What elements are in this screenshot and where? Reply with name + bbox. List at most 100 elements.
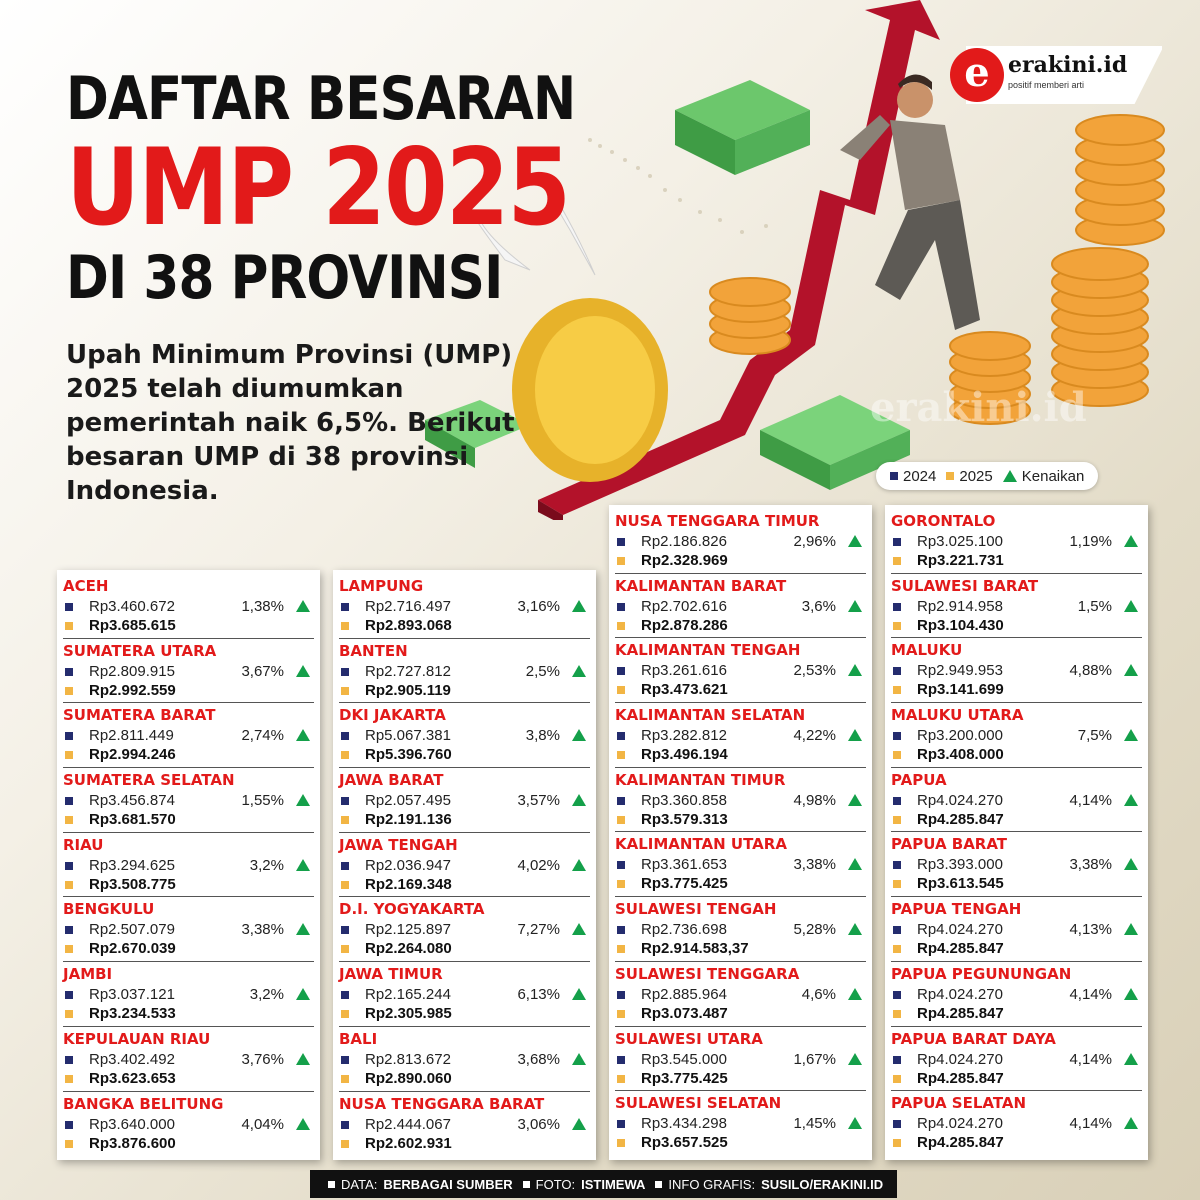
up-triangle-icon — [1124, 664, 1138, 677]
province-name: KALIMANTAN UTARA — [615, 835, 787, 854]
province-name: SULAWESI TENGGARA — [615, 964, 800, 983]
province-name: RIAU — [63, 835, 104, 854]
ump-2024-row: Rp2.036.947 4,02% — [339, 857, 590, 876]
province-entry: JAWA TENGAH Rp2.036.947 4,02% Rp2.169.34… — [339, 833, 590, 898]
gold-square-icon — [617, 1139, 625, 1148]
increase-percent: 3,06% — [517, 1115, 560, 1133]
increase-percent: 1,55% — [241, 792, 284, 810]
province-name: SUMATERA SELATAN — [63, 771, 235, 790]
ump-2025-value: Rp4.285.847 — [917, 1134, 1004, 1152]
province-name: SULAWESI UTARA — [615, 1029, 763, 1048]
gold-square-icon — [893, 815, 901, 824]
legend-label-2025: 2025 — [959, 467, 993, 485]
gold-square-icon — [341, 686, 349, 695]
gold-square-icon — [893, 1074, 901, 1083]
up-triangle-icon — [848, 599, 862, 612]
legend-label-increase: Kenaikan — [1021, 467, 1085, 485]
province-entry: LAMPUNG Rp2.716.497 3,16% Rp2.893.068 — [339, 574, 590, 639]
ump-2025-row: Rp4.285.847 — [891, 1070, 1142, 1089]
province-entry: JAMBI Rp3.037.121 3,2% Rp3.234.533 — [63, 962, 314, 1027]
ump-2025-row: Rp3.775.425 — [615, 1070, 866, 1089]
navy-square-icon — [341, 991, 349, 1000]
up-triangle-icon — [296, 664, 310, 677]
province-entry: PAPUA TENGAH Rp4.024.270 4,13% Rp4.285.8… — [891, 897, 1142, 962]
ump-2025-row: Rp5.396.760 — [339, 746, 590, 765]
ump-2024-value: Rp2.727.812 — [365, 662, 451, 680]
gold-square-icon — [617, 686, 625, 695]
ump-2024-value: Rp3.456.874 — [89, 792, 175, 810]
ump-2025-value: Rp3.579.313 — [641, 810, 728, 828]
ump-2024-row: Rp3.456.874 1,55% — [63, 792, 314, 811]
ump-2025-value: Rp4.285.847 — [917, 940, 1004, 958]
ump-2025-value: Rp2.191.136 — [365, 811, 452, 829]
logo-tagline: positif memberi arti — [1008, 80, 1085, 90]
ump-2024-value: Rp2.809.915 — [89, 662, 175, 680]
ump-2024-row: Rp2.809.915 3,67% — [63, 663, 314, 682]
province-name: NUSA TENGGARA TIMUR — [615, 512, 820, 530]
ump-2024-row: Rp3.640.000 4,04% — [63, 1116, 314, 1135]
up-triangle-icon — [296, 729, 310, 742]
province-name: PAPUA — [891, 770, 947, 789]
ump-2025-value: Rp3.234.533 — [89, 1005, 176, 1023]
up-triangle-icon — [1124, 1117, 1138, 1130]
up-triangle-icon — [1124, 793, 1138, 806]
ump-2024-value: Rp4.024.270 — [917, 1050, 1003, 1068]
ump-2024-row: Rp4.024.270 4,14% — [891, 1051, 1142, 1070]
up-triangle-icon — [848, 664, 862, 677]
province-column-3: NUSA TENGGARA TIMUR Rp2.186.826 2,96% Rp… — [609, 505, 872, 1160]
ump-2025-row: Rp3.775.425 — [615, 875, 866, 894]
gold-square-icon — [341, 816, 349, 825]
ump-2025-row: Rp2.893.068 — [339, 617, 590, 636]
province-entry: BANGKA BELITUNG Rp3.640.000 4,04% Rp3.87… — [63, 1092, 314, 1157]
gold-square-icon — [893, 1139, 901, 1148]
ump-2024-row: Rp2.727.812 2,5% — [339, 663, 590, 682]
ump-2024-row: Rp2.125.897 7,27% — [339, 921, 590, 940]
gold-square-icon — [65, 622, 73, 630]
province-entry: SULAWESI TENGGARA Rp2.885.964 4,6% Rp3.0… — [615, 962, 866, 1027]
navy-square-icon — [341, 797, 349, 806]
title-line-1: DAFTAR BESARAN — [66, 64, 576, 134]
ump-2024-row: Rp2.507.079 3,38% — [63, 921, 314, 940]
gold-square-icon — [617, 1009, 625, 1018]
ump-2025-row: Rp3.408.000 — [891, 746, 1142, 765]
legend-item-increase: Kenaikan — [1002, 467, 1085, 485]
up-triangle-icon — [848, 535, 862, 547]
province-name: MALUKU — [891, 641, 963, 660]
ump-2025-value: Rp3.496.194 — [641, 746, 728, 764]
ump-2024-value: Rp2.057.495 — [365, 792, 451, 810]
ump-2024-value: Rp3.282.812 — [641, 727, 727, 745]
ump-2025-row: Rp3.234.533 — [63, 1005, 314, 1024]
navy-square-icon — [341, 1120, 349, 1129]
up-triangle-icon — [1002, 470, 1017, 482]
up-triangle-icon — [848, 858, 862, 871]
gold-square-icon — [341, 751, 349, 760]
increase-percent: 1,67% — [793, 1050, 836, 1068]
ump-2025-row: Rp2.264.080 — [339, 940, 590, 959]
ump-2025-row: Rp2.878.286 — [615, 617, 866, 636]
up-triangle-icon — [848, 729, 862, 742]
navy-square-icon — [893, 796, 901, 805]
ump-2024-row: Rp2.444.067 3,06% — [339, 1116, 590, 1135]
increase-percent: 3,76% — [241, 1050, 284, 1068]
province-name: KALIMANTAN TENGAH — [615, 641, 801, 660]
ump-2024-row: Rp3.361.653 3,38% — [615, 856, 866, 875]
gold-square-icon — [617, 751, 625, 760]
ump-2024-value: Rp2.125.897 — [365, 921, 451, 939]
money-bundles-icon — [425, 395, 910, 490]
ump-2024-value: Rp3.360.858 — [641, 791, 727, 809]
up-triangle-icon — [572, 729, 586, 742]
province-name: ACEH — [63, 577, 109, 595]
ump-2025-row: Rp3.104.430 — [891, 617, 1142, 636]
ump-2025-row: Rp4.285.847 — [891, 1134, 1142, 1153]
increase-percent: 3,38% — [1069, 856, 1112, 874]
ump-2024-value: Rp3.545.000 — [641, 1050, 727, 1068]
ump-2025-value: Rp5.396.760 — [365, 746, 452, 764]
ump-2024-value: Rp2.813.672 — [365, 1050, 451, 1068]
ump-2025-value: Rp2.992.559 — [89, 681, 176, 699]
increase-percent: 4,14% — [1069, 791, 1112, 809]
increase-percent: 3,16% — [517, 598, 560, 615]
navy-square-icon — [341, 603, 349, 611]
ump-2024-value: Rp3.402.492 — [89, 1050, 175, 1068]
increase-percent: 4,04% — [241, 1115, 284, 1133]
ump-2024-value: Rp5.067.381 — [365, 727, 451, 745]
